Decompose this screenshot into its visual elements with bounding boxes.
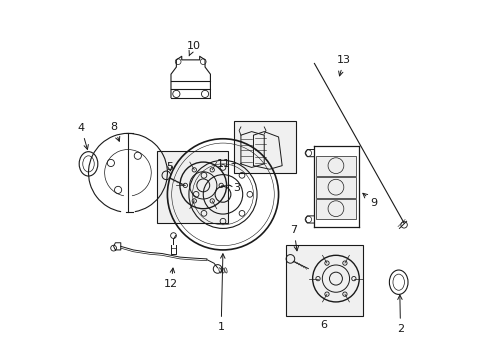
Bar xyxy=(316,177,355,198)
Text: 9: 9 xyxy=(362,193,377,208)
Text: 2: 2 xyxy=(396,295,403,334)
Bar xyxy=(233,121,296,173)
Text: 12: 12 xyxy=(163,268,178,289)
Text: 6: 6 xyxy=(320,320,327,329)
Text: 13: 13 xyxy=(337,55,350,76)
Bar xyxy=(316,156,355,176)
Text: 10: 10 xyxy=(186,41,200,56)
Text: 3: 3 xyxy=(233,183,240,193)
Text: 7: 7 xyxy=(290,225,298,251)
Bar xyxy=(156,151,228,223)
Bar xyxy=(285,244,362,316)
Text: 5: 5 xyxy=(166,162,173,172)
Text: 8: 8 xyxy=(110,122,120,141)
Text: 1: 1 xyxy=(217,254,224,332)
Text: 4: 4 xyxy=(78,123,88,149)
Bar xyxy=(316,199,355,220)
Text: 11: 11 xyxy=(217,159,230,169)
